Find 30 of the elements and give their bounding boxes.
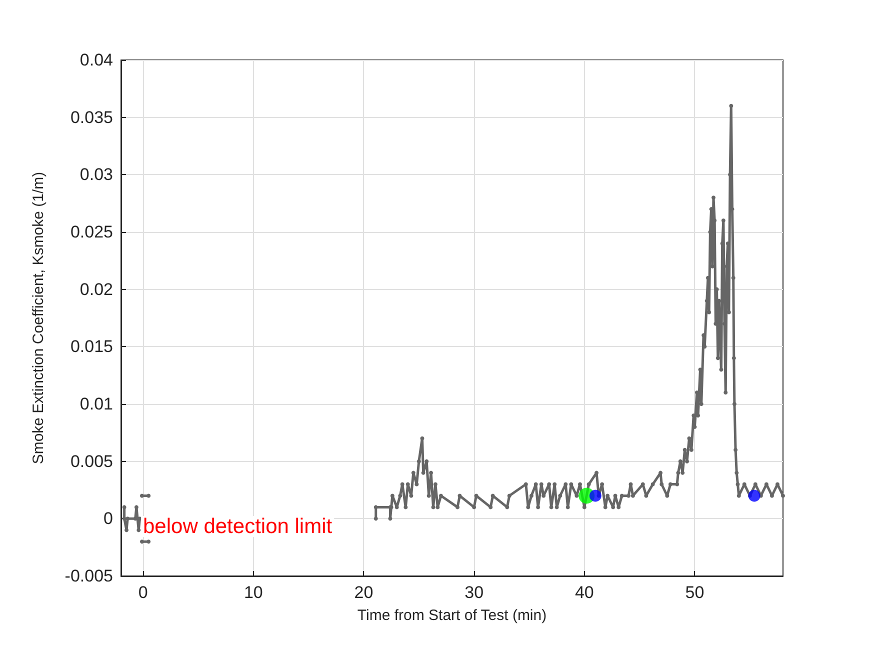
point xyxy=(146,540,151,544)
y-tick-label: 0.025 xyxy=(70,222,113,242)
point xyxy=(589,490,602,502)
y-tick-label: 0.03 xyxy=(80,165,113,184)
x-tick-label: 20 xyxy=(354,583,374,602)
point xyxy=(146,494,151,498)
point xyxy=(122,505,126,510)
annotation: below detection limit xyxy=(143,515,332,538)
y-axis-title: Smoke Extinction Coefficient, Ksmoke (1/m) xyxy=(30,172,47,464)
point xyxy=(140,540,144,544)
point xyxy=(140,494,144,498)
point xyxy=(748,490,760,502)
y-tick-label: 0.005 xyxy=(70,452,113,471)
y-tick-label: 0.035 xyxy=(70,108,113,127)
point xyxy=(124,528,129,532)
y-tick-label: 0.01 xyxy=(80,394,113,414)
point xyxy=(134,505,138,510)
y-tick-label: 0 xyxy=(104,509,113,528)
y-tick-label: 0.015 xyxy=(70,337,113,356)
y-tick-label: -0.005 xyxy=(64,566,113,586)
x-tick-label: 40 xyxy=(574,583,594,602)
x-tick-label: 30 xyxy=(464,583,484,602)
x-tick-label: 0 xyxy=(138,583,148,602)
x-axis-title: Time from Start of Test (min) xyxy=(357,607,547,624)
x-tick-label: 50 xyxy=(685,583,704,602)
point xyxy=(126,516,130,521)
x-tick-label: 10 xyxy=(244,583,263,602)
point xyxy=(136,528,141,532)
y-tick-label: 0.02 xyxy=(80,280,113,299)
y-tick-label: 0.04 xyxy=(80,50,113,70)
